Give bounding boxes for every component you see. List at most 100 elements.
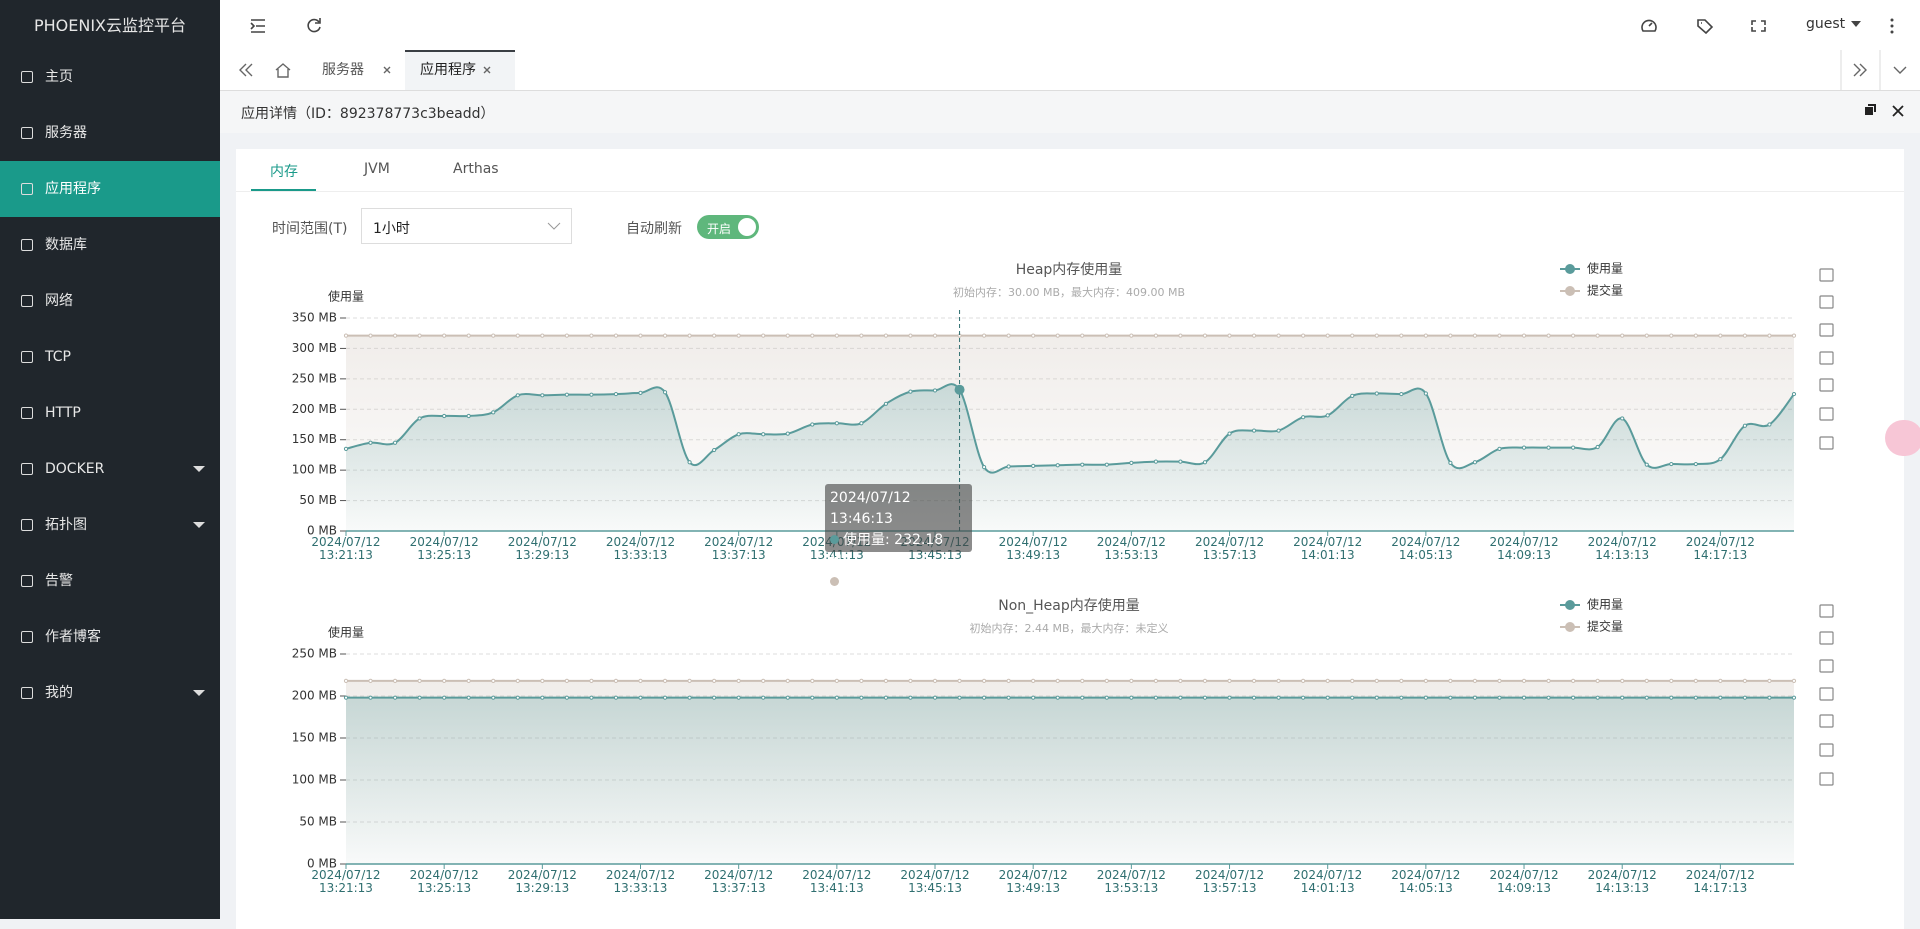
point: [1325, 333, 1330, 338]
time-range-select[interactable]: 1小时: [361, 208, 572, 244]
tab-close[interactable]: [383, 66, 391, 74]
point: [491, 678, 496, 683]
x-tick-label: 2024/07/12 13:49:13: [999, 868, 1068, 895]
restore-icon-back[interactable]: [1868, 104, 1876, 112]
menu-item[interactable]: 数据库: [0, 217, 220, 273]
point: [908, 695, 913, 700]
x-tick-label: 2024/07/12 13:57:13: [1195, 868, 1264, 895]
point: [712, 695, 717, 700]
tab[interactable]: 服务器: [322, 62, 364, 78]
legend-label[interactable]: 使用量: [1587, 597, 1623, 612]
menu-item[interactable]: 应用程序: [0, 161, 220, 217]
toolbox-icon[interactable]: [1819, 772, 1834, 786]
scroll-right[interactable]: [1853, 63, 1867, 77]
dashboard-icon[interactable]: [1641, 19, 1657, 32]
point: [1251, 678, 1257, 683]
point: [1644, 678, 1649, 683]
point: [810, 422, 815, 427]
auto-refresh-switch[interactable]: 开启: [697, 215, 759, 239]
toolbox-icon[interactable]: [1819, 743, 1834, 757]
toolbox-icon[interactable]: [1819, 323, 1834, 337]
point: [810, 678, 815, 683]
point: [957, 695, 962, 700]
menu-item[interactable]: 主页: [0, 49, 220, 105]
tab-divider: [236, 191, 1904, 192]
point: [982, 678, 987, 683]
point: [1129, 678, 1134, 683]
inner-tab[interactable]: JVM: [364, 161, 390, 177]
point: [1374, 695, 1379, 700]
point: [662, 678, 668, 683]
tab-close[interactable]: [483, 66, 491, 74]
toolbox-icon[interactable]: [1819, 378, 1834, 392]
point: [785, 333, 790, 338]
inner-tab[interactable]: Arthas: [453, 161, 499, 177]
menu-icon: [21, 183, 33, 195]
menu-item[interactable]: 告警: [0, 553, 220, 609]
menu-item[interactable]: 我的: [0, 665, 220, 721]
legend-dot: [1565, 264, 1575, 274]
toolbox-icon[interactable]: [1819, 687, 1834, 701]
close-icon[interactable]: [1892, 105, 1904, 117]
chart-subtitle: 初始内存：2.44 MB，最大内存：未定义: [969, 621, 1168, 635]
toolbox-icon[interactable]: [1819, 351, 1834, 365]
tab-active[interactable]: 应用程序: [420, 62, 476, 78]
menu-item[interactable]: 网络: [0, 273, 220, 329]
toolbox-icon[interactable]: [1819, 631, 1834, 645]
x-tick-label: 2024/07/12 14:13:13: [1588, 535, 1657, 562]
toolbox-icon[interactable]: [1819, 268, 1834, 282]
restore-icon[interactable]: [1865, 107, 1873, 115]
menu-item[interactable]: 作者博客: [0, 609, 220, 665]
refresh-icon[interactable]: [307, 18, 321, 33]
fullscreen-icon[interactable]: [1751, 20, 1766, 32]
user-name[interactable]: guest: [1806, 16, 1846, 32]
point: [564, 392, 569, 397]
user-caret[interactable]: [1851, 21, 1861, 27]
toolbox-icon[interactable]: [1819, 436, 1834, 450]
home-icon[interactable]: [275, 63, 291, 78]
menu-icon: [21, 575, 33, 587]
chart-title: Non_Heap内存使用量: [998, 597, 1140, 614]
point: [1178, 459, 1183, 464]
point: [1669, 678, 1674, 683]
menu-item[interactable]: 服务器: [0, 105, 220, 161]
point: [712, 678, 717, 683]
x-tick-label: 2024/07/12 14:05:13: [1391, 868, 1460, 895]
point: [1791, 333, 1797, 338]
point: [1521, 445, 1527, 450]
fold-icon[interactable]: [250, 19, 265, 33]
point: [712, 333, 717, 338]
toolbox-icon[interactable]: [1819, 659, 1834, 673]
more-icon[interactable]: [1890, 18, 1894, 34]
menu-item[interactable]: DOCKER: [0, 441, 220, 497]
point: [1620, 416, 1625, 421]
menu-item[interactable]: HTTP: [0, 385, 220, 441]
point: [343, 333, 349, 338]
tab-icons: [239, 50, 1907, 90]
menu-label: HTTP: [45, 405, 81, 421]
toolbox-icon[interactable]: [1819, 295, 1834, 309]
toolbox-icon[interactable]: [1819, 714, 1834, 728]
point: [564, 333, 569, 338]
legend-label[interactable]: 提交量: [1587, 283, 1623, 298]
point: [1178, 678, 1183, 683]
x-tick-label: 2024/07/12 13:25:13: [410, 868, 479, 895]
menu-item[interactable]: 拓扑图: [0, 497, 220, 553]
legend-label[interactable]: 使用量: [1587, 261, 1623, 276]
panel-header: 应用详情（ID：892378773c3beadd）: [220, 91, 1920, 133]
scroll-left[interactable]: [239, 63, 253, 77]
toolbox-icon[interactable]: [1819, 407, 1834, 421]
tag-icon[interactable]: [1697, 19, 1714, 35]
inner-tab-active[interactable]: 内存: [270, 164, 298, 180]
menu-item[interactable]: TCP: [0, 329, 220, 385]
point: [859, 421, 864, 426]
point: [1644, 333, 1649, 338]
toolbox-icon[interactable]: [1819, 604, 1834, 618]
translate-float[interactable]: [1885, 420, 1920, 456]
legend-label[interactable]: 提交量: [1587, 619, 1623, 634]
header: guest: [220, 0, 1920, 51]
menu-icon: [21, 239, 33, 251]
tab-menu[interactable]: [1893, 66, 1907, 74]
select-arrow: [547, 222, 561, 230]
